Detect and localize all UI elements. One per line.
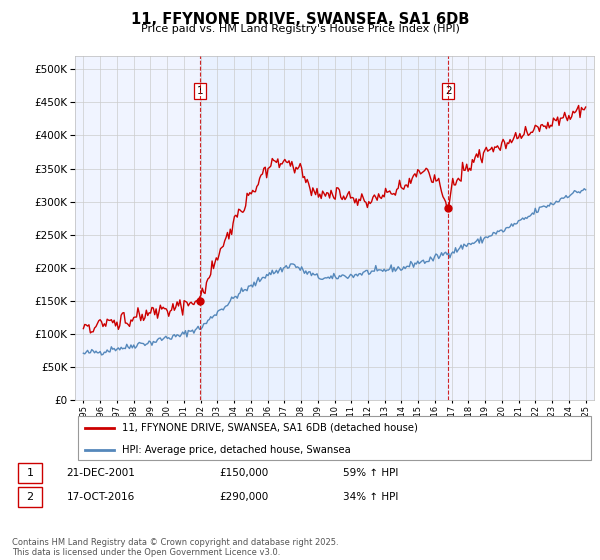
Text: 1: 1	[26, 468, 34, 478]
FancyBboxPatch shape	[77, 416, 592, 460]
FancyBboxPatch shape	[18, 487, 42, 507]
Text: 21-DEC-2001: 21-DEC-2001	[67, 468, 136, 478]
Text: £150,000: £150,000	[220, 468, 269, 478]
Text: 2: 2	[26, 492, 34, 502]
Text: Price paid vs. HM Land Registry's House Price Index (HPI): Price paid vs. HM Land Registry's House …	[140, 24, 460, 34]
Text: 17-OCT-2016: 17-OCT-2016	[67, 492, 135, 502]
Text: 2: 2	[445, 86, 451, 96]
Text: 34% ↑ HPI: 34% ↑ HPI	[343, 492, 398, 502]
Text: 11, FFYNONE DRIVE, SWANSEA, SA1 6DB: 11, FFYNONE DRIVE, SWANSEA, SA1 6DB	[131, 12, 469, 27]
Bar	[200, 56, 448, 400]
Text: HPI: Average price, detached house, Swansea: HPI: Average price, detached house, Swan…	[122, 445, 350, 455]
Text: 1: 1	[197, 86, 203, 96]
Text: 11, FFYNONE DRIVE, SWANSEA, SA1 6DB (detached house): 11, FFYNONE DRIVE, SWANSEA, SA1 6DB (det…	[122, 423, 418, 433]
Text: 59% ↑ HPI: 59% ↑ HPI	[343, 468, 398, 478]
Text: Contains HM Land Registry data © Crown copyright and database right 2025.
This d: Contains HM Land Registry data © Crown c…	[12, 538, 338, 557]
Text: £290,000: £290,000	[220, 492, 269, 502]
FancyBboxPatch shape	[18, 463, 42, 483]
